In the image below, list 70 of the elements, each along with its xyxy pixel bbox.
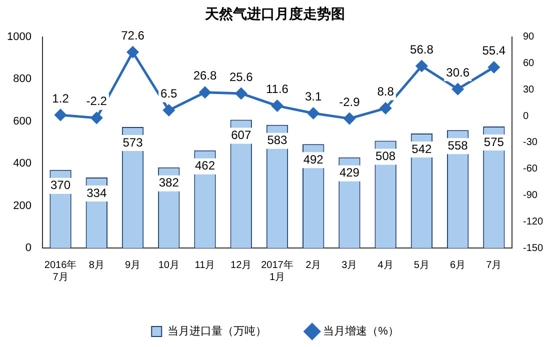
x-tick-label: 12月	[230, 260, 252, 271]
x-tick-label: 5月	[414, 260, 430, 271]
data-label: 492	[303, 152, 324, 166]
y-tick-label: 200	[13, 200, 32, 212]
x-tick-label: 2017年 1月	[261, 258, 294, 283]
data-label: 542	[412, 142, 432, 156]
x-tick-label: 10月	[158, 260, 180, 271]
y-tick-label: 0	[25, 242, 32, 254]
point	[380, 102, 392, 114]
data-label: 25.6	[229, 70, 254, 84]
x-tick-label: 9月	[124, 260, 141, 271]
x-tick-label: 8月	[88, 260, 104, 271]
point	[235, 88, 247, 100]
data-label: 575	[484, 134, 504, 149]
data-label: 508	[376, 149, 396, 164]
y2-tick-label: -90	[522, 190, 538, 201]
data-label: 370	[50, 178, 71, 192]
data-label: 558	[448, 138, 468, 152]
data-label: 55.4	[482, 44, 506, 58]
point	[452, 83, 464, 95]
data-label: 429	[339, 166, 360, 180]
data-label: 583	[267, 133, 288, 148]
point	[308, 108, 320, 120]
data-label: 462	[194, 158, 216, 173]
data-label: 3.1	[305, 90, 322, 104]
point	[344, 112, 356, 124]
y2-tick-label: 60	[522, 58, 535, 69]
y2-tick-label: 0	[522, 110, 529, 122]
x-tick-label: 4月	[378, 260, 394, 271]
y2-tick-label: -30	[522, 137, 538, 148]
data-label: -2.9	[339, 94, 360, 109]
y-tick-label: 800	[13, 73, 32, 86]
point	[199, 86, 211, 98]
data-label: 8.8	[377, 84, 394, 99]
data-label: 72.6	[121, 28, 145, 42]
y-tick-label: 600	[13, 115, 32, 128]
point	[488, 62, 500, 73]
y-tick-label: 400	[13, 158, 32, 170]
x-tick-label: 2月	[306, 260, 322, 271]
data-label: 607	[231, 128, 252, 142]
y-tick-label: 1000	[6, 30, 32, 43]
data-label: 56.8	[410, 42, 434, 56]
data-label: 26.8	[193, 68, 217, 83]
point	[163, 104, 175, 116]
y2-tick-label: -120	[522, 216, 544, 228]
x-tick-label: 7月	[486, 260, 502, 271]
data-label: 6.5	[160, 86, 178, 101]
data-label: 334	[86, 186, 107, 200]
point	[90, 112, 102, 124]
point	[54, 109, 66, 121]
data-label: 30.6	[446, 65, 470, 80]
y2-tick-label: -60	[522, 164, 538, 175]
data-label: 573	[122, 135, 144, 150]
x-tick-label: 3月	[342, 260, 358, 271]
y2-tick-label: 30	[522, 84, 535, 96]
data-label: -2.2	[86, 94, 108, 108]
chart-title: 天然气进口月度走势图	[204, 5, 345, 22]
data-label: 1.2	[52, 91, 70, 106]
point	[271, 100, 283, 112]
data-label: 382	[158, 176, 180, 190]
x-tick-label: 11月	[194, 260, 216, 271]
legend-label: 当月进口量（万吨）	[168, 324, 267, 338]
data-label: 11.6	[266, 82, 289, 96]
y2-tick-label: -150	[522, 242, 544, 254]
x-tick-label: 2016年 7月	[44, 258, 77, 283]
point	[416, 60, 428, 72]
x-tick-label: 6月	[450, 260, 466, 271]
point	[127, 46, 139, 58]
legend-label: 当月增速（%）	[323, 324, 399, 338]
y2-tick-label: 90	[522, 32, 535, 43]
